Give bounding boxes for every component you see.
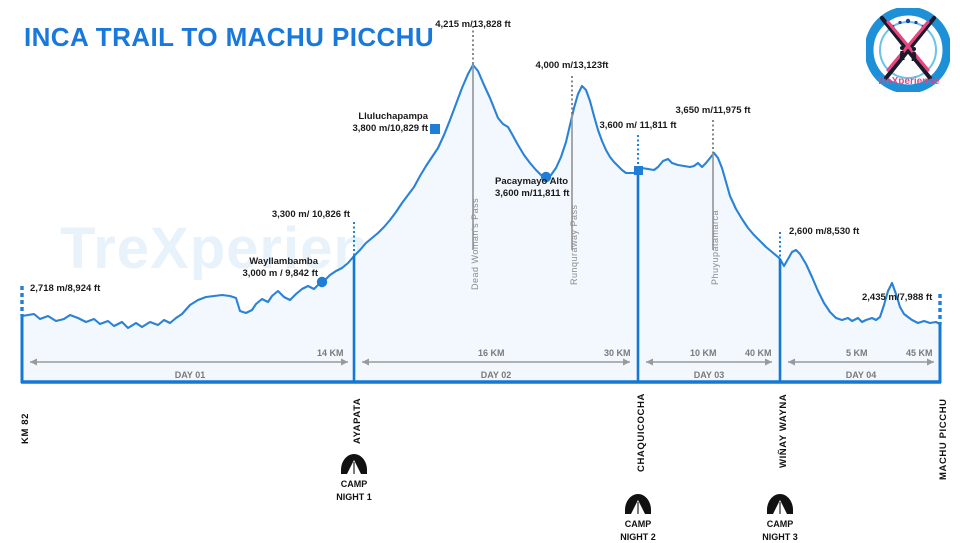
- camp-night-2: CAMP NIGHT 2: [593, 517, 683, 543]
- camp-2-line2: NIGHT 2: [620, 532, 656, 542]
- tent-icon-camp-3: [767, 494, 793, 514]
- annotation-lluluchapampa-value: 3,800 m/10,829 ft: [352, 123, 428, 134]
- day-02-label: DAY 02: [480, 370, 512, 380]
- station-ayapata: AYAPATA: [352, 397, 363, 444]
- annotation-pacaymayo-alto-name: Pacaymayo Alto: [495, 176, 569, 187]
- elevation-area-fill: [22, 65, 940, 383]
- annotation-winay-wayna-elev: 2,600 m/8,530 ft: [789, 226, 860, 237]
- day-01-label: DAY 01: [174, 370, 206, 380]
- annotation-runquraway-pass-elev: 4,000 m/13,123ft: [535, 60, 609, 71]
- camp-3-line1: CAMP: [766, 519, 794, 529]
- tent-icon-camp-1: [341, 454, 367, 474]
- annotation-chaquicocha-elev: 3,600 m/ 11,811 ft: [599, 120, 677, 131]
- annotation-pacaymayo-alto-value: 3,600 m/11,811 ft: [495, 188, 570, 199]
- pass-label-runquraway-pass: Runquraway Pass: [569, 204, 579, 285]
- day-03-label: DAY 03: [693, 370, 725, 380]
- marker-lluluchapampa: [430, 124, 440, 134]
- camp-1-line2: NIGHT 1: [336, 492, 372, 502]
- annotation-wayllambamba-value: 3,000 m / 9,842 ft: [242, 268, 318, 279]
- camp-night-3: CAMP NIGHT 3: [735, 517, 825, 543]
- camp-1-line1: CAMP: [340, 479, 368, 489]
- marker-pacaymayo-alto: [540, 171, 552, 183]
- page-title: INCA TRAIL TO MACHU PICCHU: [24, 22, 435, 52]
- day-arrowheads: [30, 358, 934, 366]
- day-02-end-marker: 30 KM: [604, 348, 631, 358]
- day-04-end-marker: 45 KM: [906, 348, 933, 358]
- marker-chaquicocha: [634, 166, 643, 175]
- trexperience-logo: TreXperience: [866, 8, 950, 92]
- pass-label-phuyupatamarca: Phuyupatamarca: [710, 209, 720, 285]
- station-chaquicocha: CHAQUICOCHA: [636, 393, 647, 472]
- logo-brand-text: TreXperience: [877, 76, 940, 87]
- camp-2-line1: CAMP: [624, 519, 652, 529]
- camp-3-line2: NIGHT 3: [762, 532, 798, 542]
- day-04-distance: 5 KM: [846, 348, 868, 358]
- day-02-distance: 16 KM: [478, 348, 505, 358]
- annotation-ayapata-elev: 3,300 m/ 10,826 ft: [271, 209, 350, 220]
- annotation-wayllambamba-name: Wayllambamba: [249, 256, 318, 267]
- annotation-dead-womans-pass-elev: 4,215 m/13,828 ft: [435, 19, 511, 30]
- day-03-distance: 10 KM: [690, 348, 717, 358]
- station-machu-picchu: MACHU PICCHU: [938, 398, 949, 480]
- annotation-lluluchapampa-name: Lluluchapampa: [358, 111, 428, 122]
- marker-wayllambamba: [316, 276, 328, 288]
- annotation-machu-picchu-elev: 2,435 m/7,988 ft: [862, 292, 933, 303]
- tent-icon-camp-2: [625, 494, 651, 514]
- infographic-canvas: TreXperience INCA TRAIL TO MACHU PICCHU: [20, 8, 950, 542]
- day-01-distance: 14 KM: [317, 348, 344, 358]
- station-km-82: KM 82: [20, 413, 31, 444]
- camp-night-1: CAMP NIGHT 1: [309, 477, 399, 503]
- pass-label-dead-womans-pass: Dead Woman's Pass: [470, 197, 480, 290]
- elevation-profile-chart: [20, 26, 942, 514]
- annotation-phuyupatamarca-elev: 3,650 m/11,975 ft: [675, 105, 751, 116]
- station-winay-wayna: WIÑAY WAYNA: [778, 393, 789, 468]
- hiker-figures: [899, 46, 917, 61]
- trekking-poles-pink: [886, 20, 930, 72]
- day-04-label: DAY 04: [845, 370, 877, 380]
- annotation-start: 2,718 m/8,924 ft: [30, 283, 101, 294]
- day-03-end-marker: 40 KM: [745, 348, 772, 358]
